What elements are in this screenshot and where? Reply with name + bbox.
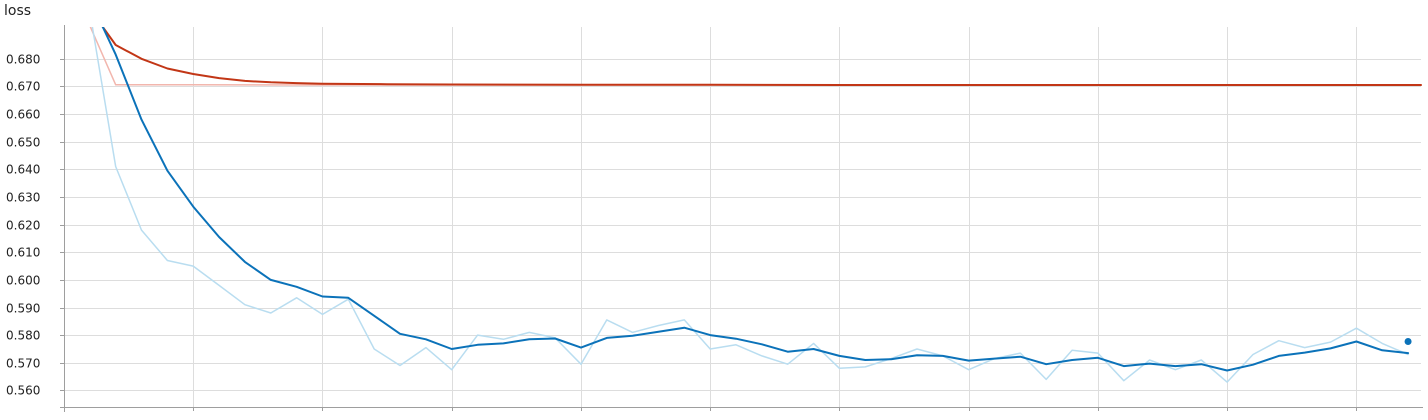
series-layer <box>89 27 1422 383</box>
y-tick-labels: 0.560 0.570 0.580 0.590 0.600 0.610 0.620 0.630… <box>6 53 40 398</box>
y-tick-label: 0.650 <box>6 136 40 150</box>
y-tick-label: 0.680 <box>6 53 40 67</box>
marker-layer <box>1404 338 1412 346</box>
axis-layer <box>60 25 1423 412</box>
series-end-marker[interactable] <box>1404 338 1412 346</box>
y-tick-label: 0.620 <box>6 219 40 233</box>
grid-layer <box>64 27 1421 407</box>
y-tick-label: 0.640 <box>6 163 40 177</box>
y-tick-label: 0.670 <box>6 80 40 94</box>
y-tick-label: 0.600 <box>6 274 40 288</box>
y-tick-label: 0.580 <box>6 329 40 343</box>
y-tick-label: 0.660 <box>6 108 40 122</box>
y-tick-label: 0.630 <box>6 191 40 205</box>
y-tick-label: 0.610 <box>6 246 40 260</box>
y-tick-label: 0.560 <box>6 384 40 398</box>
chart-title: loss <box>4 3 32 19</box>
series-line-red-raw <box>89 27 1422 86</box>
y-tick-label: 0.570 <box>6 357 40 371</box>
series-line-blue-raw <box>91 27 1409 383</box>
y-tick-label: 0.590 <box>6 302 40 316</box>
series-line-blue-smoothed <box>101 27 1410 372</box>
series-line-red-smoothed <box>101 27 1422 86</box>
